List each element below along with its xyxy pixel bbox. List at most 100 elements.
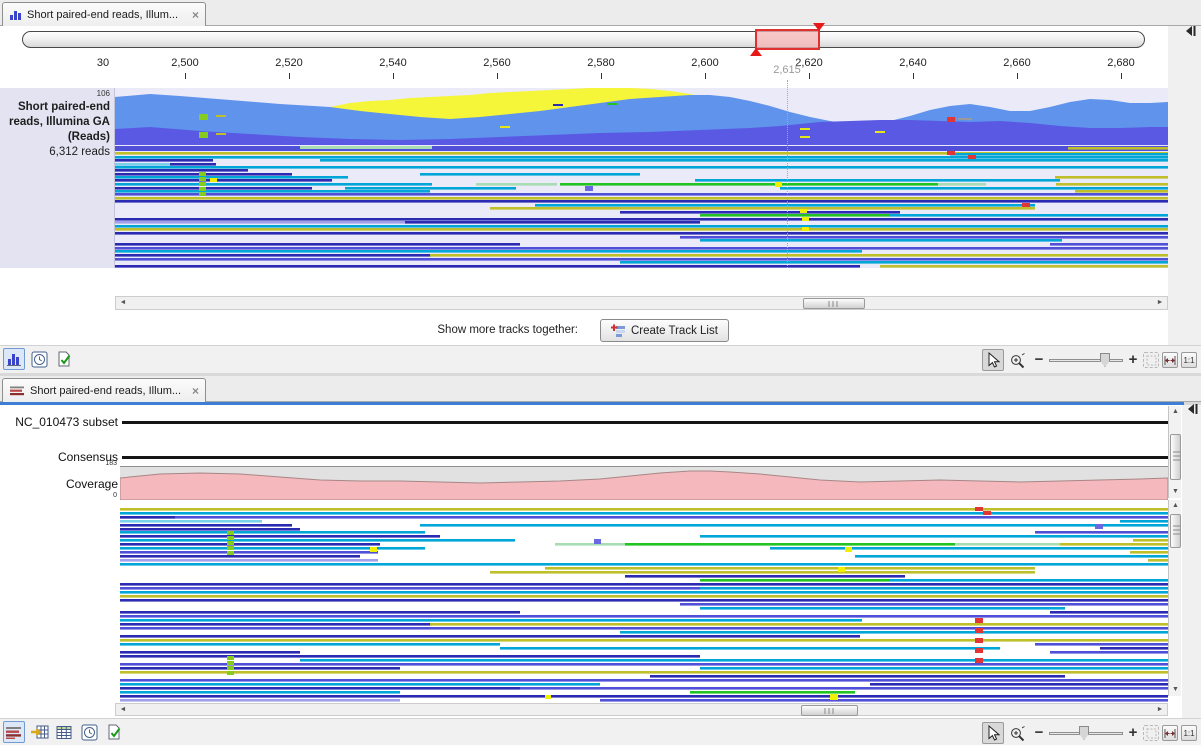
zoom-in-icon[interactable]: +: [1126, 350, 1140, 370]
fit-width-icon[interactable]: [1162, 352, 1178, 368]
zoom-slider[interactable]: [1049, 353, 1123, 367]
overview-navigator[interactable]: [22, 31, 1145, 48]
read-line: [120, 663, 1168, 666]
overview-selection[interactable]: [755, 29, 820, 50]
read-line: [625, 575, 905, 578]
mismatch-marker: [545, 695, 551, 699]
read-line: [120, 520, 262, 523]
ruler-tick-label: 2,600: [691, 57, 719, 69]
zoom-slider-thumb[interactable]: [1100, 353, 1110, 367]
coverage-graph[interactable]: [120, 466, 1168, 500]
element-info-icon[interactable]: [103, 721, 125, 743]
read-line: [120, 551, 378, 554]
consensus-line[interactable]: [122, 456, 1168, 459]
read-line: [680, 236, 1168, 239]
track-name: Short paired-end reads, Illumina GA (Rea…: [2, 100, 110, 145]
scroll-left-icon[interactable]: ◄: [117, 704, 129, 716]
zoom-slider-thumb[interactable]: [1079, 726, 1089, 740]
upper-vertical-scrollbar[interactable]: ▲ ▼: [1168, 406, 1181, 498]
read-line: [120, 583, 1168, 586]
scroll-down-icon[interactable]: ▼: [1169, 486, 1182, 498]
zoom-in-icon[interactable]: +: [1126, 723, 1140, 743]
selection-handle-right[interactable]: [813, 23, 825, 31]
history-view-icon[interactable]: [78, 721, 100, 743]
read-line: [120, 695, 1168, 698]
reads-vertical-scrollbar[interactable]: ▲ ▼: [1168, 500, 1181, 696]
read-line: [115, 200, 1168, 203]
top-horizontal-scrollbar[interactable]: ◄ ►: [115, 296, 1168, 310]
bottom-horizontal-scrollbar[interactable]: ◄ ►: [115, 703, 1168, 716]
read-line: [700, 587, 1168, 590]
reference-sequence-line[interactable]: [122, 421, 1168, 424]
ruler-tick-mark: [393, 73, 394, 79]
scroll-left-icon[interactable]: ◄: [117, 297, 129, 309]
zoom-slider[interactable]: [1049, 726, 1123, 740]
selection-tool-icon[interactable]: [982, 722, 1004, 744]
close-tab-icon[interactable]: ×: [192, 8, 199, 22]
read-line: [115, 187, 312, 190]
read-line: [115, 197, 1168, 200]
read-line: [625, 543, 955, 546]
tab-read-mapping[interactable]: Short paired-end reads, Illum... ×: [2, 378, 206, 402]
export-view-icon[interactable]: [28, 721, 50, 743]
read-line: [500, 647, 1000, 650]
track-view-mode-icon[interactable]: [3, 348, 25, 370]
create-track-list-button[interactable]: Create Track List: [600, 319, 729, 342]
fit-width-icon[interactable]: [1162, 725, 1178, 741]
mismatch-marker: [802, 217, 809, 221]
zoom-tool-icon[interactable]: [1007, 349, 1029, 371]
selection-handle-left[interactable]: [750, 48, 762, 56]
element-info-icon[interactable]: [53, 348, 75, 370]
read-line: [545, 567, 1035, 570]
read-line: [1060, 543, 1168, 546]
read-line: [120, 563, 1168, 566]
read-line: [120, 655, 700, 658]
read-line: [120, 691, 400, 694]
read-line: [700, 239, 1062, 242]
read-line: [115, 159, 213, 162]
reads-track-area[interactable]: [115, 88, 1168, 268]
tab-label: Short paired-end reads, Illum...: [30, 385, 181, 397]
ruler-tick-mark: [497, 73, 498, 79]
read-line: [115, 218, 1168, 221]
mismatch-marker: [227, 536, 234, 540]
zoom-100-icon[interactable]: 1:1: [1181, 725, 1197, 741]
scrollbar-thumb[interactable]: [803, 298, 865, 309]
zoom-out-icon[interactable]: −: [1032, 723, 1046, 743]
scrollbar-thumb[interactable]: [801, 705, 858, 716]
mismatch-marker: [199, 132, 208, 138]
read-line: [1133, 539, 1168, 542]
zoom-100-icon[interactable]: 1:1: [1181, 352, 1197, 368]
zoom-tool-icon[interactable]: [1007, 722, 1029, 744]
read-line: [115, 183, 432, 186]
read-line: [120, 587, 700, 590]
selection-tool-icon[interactable]: [982, 349, 1004, 371]
history-view-icon[interactable]: [28, 348, 50, 370]
scrollbar-thumb[interactable]: [1170, 514, 1181, 548]
application-window: Short paired-end reads, Illum... × 106 S…: [0, 0, 1201, 745]
scroll-right-icon[interactable]: ►: [1154, 297, 1166, 309]
scrollbar-thumb[interactable]: [1170, 434, 1181, 480]
mismatch-marker: [830, 694, 838, 700]
mismatch-marker: [958, 118, 972, 120]
read-line: [870, 683, 1168, 686]
scroll-right-icon[interactable]: ►: [1154, 704, 1166, 716]
reads-alignment-area[interactable]: [120, 505, 1168, 702]
mismatch-marker: [227, 546, 234, 550]
coverage-max-value: 183: [0, 460, 117, 467]
mismatch-marker: [1095, 524, 1103, 529]
scroll-down-icon[interactable]: ▼: [1169, 684, 1182, 696]
read-line: [1055, 176, 1168, 179]
scroll-up-icon[interactable]: ▲: [1169, 406, 1182, 418]
tab-track-view[interactable]: Short paired-end reads, Illum... ×: [2, 2, 206, 26]
close-tab-icon[interactable]: ×: [192, 384, 199, 398]
reads-view-mode-icon[interactable]: [3, 721, 25, 743]
collapse-side-panel-icon[interactable]: [1183, 23, 1197, 39]
collapse-side-panel-icon[interactable]: [1185, 401, 1199, 417]
read-line: [120, 699, 400, 702]
table-view-icon[interactable]: [53, 721, 75, 743]
ruler-tick-mark: [289, 73, 290, 79]
scroll-up-icon[interactable]: ▲: [1169, 500, 1182, 512]
zoom-out-icon[interactable]: −: [1032, 350, 1046, 370]
read-line: [490, 207, 1035, 210]
